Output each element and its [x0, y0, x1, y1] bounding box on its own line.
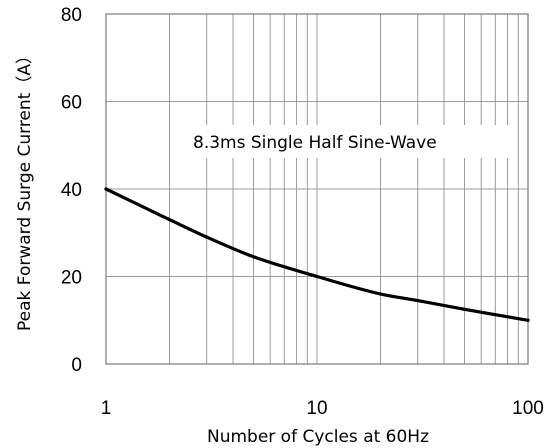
x-tick-label: 1 [101, 398, 112, 419]
x-axis-title: Number of Cycles at 60Hz [207, 427, 429, 447]
data-point [205, 235, 209, 239]
data-point [416, 298, 420, 303]
y-tick-labels: 0 20 40 60 80 [61, 5, 82, 376]
data-point [315, 274, 319, 279]
data-point [378, 292, 383, 296]
annotation-background [186, 125, 516, 158]
annotation-label: 8.3ms Single Half Sine-Wave [193, 133, 437, 153]
y-tick-label: 40 [61, 180, 82, 201]
data-point [167, 218, 172, 222]
y-tick-label: 80 [61, 5, 82, 26]
x-tick-label: 100 [512, 398, 544, 419]
data-point [251, 255, 256, 259]
y-axis-title: Peak Forward Surge Current（A） [15, 47, 35, 331]
x-tick-labels: 1 10 100 [101, 398, 544, 419]
x-tick-label: 10 [306, 398, 327, 419]
y-tick-label: 0 [71, 355, 82, 376]
data-point [526, 318, 530, 322]
data-points [104, 187, 530, 322]
data-point [104, 187, 108, 191]
data-point [462, 307, 467, 311]
y-tick-label: 20 [61, 268, 82, 289]
grid-lines [106, 14, 528, 364]
y-tick-label: 60 [61, 93, 82, 114]
